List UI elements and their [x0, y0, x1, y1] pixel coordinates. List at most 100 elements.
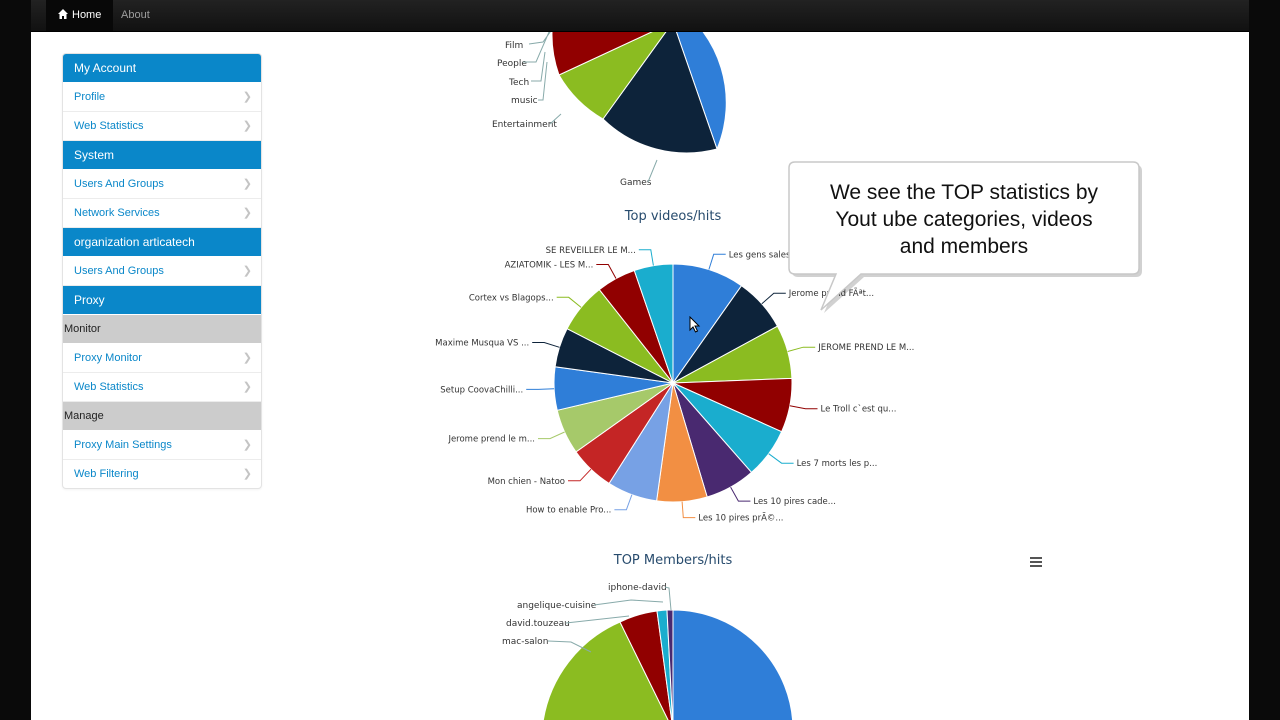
- sidebar-item-web-filtering[interactable]: Web Filtering ❯: [63, 460, 261, 488]
- pie-connector-line: [787, 346, 816, 352]
- sidebar-item-profile[interactable]: Profile ❯: [63, 83, 261, 112]
- chevron-right-icon: ❯: [242, 178, 252, 190]
- sidebar-item-label: Web Statistics: [74, 381, 144, 393]
- callout-line-3: and members: [899, 235, 1029, 258]
- pie-connector-line: [761, 292, 786, 305]
- sidebar-header-my-account: My Account: [63, 54, 261, 83]
- home-icon: [58, 9, 68, 19]
- top-videos-pie-chart: Les gens sales...Jerome prend FÃªt...JER…: [435, 246, 914, 524]
- pie-connector-line: [556, 296, 582, 308]
- chart-title-top-members: TOP Members/hits: [613, 553, 733, 568]
- pie-connector-line: [538, 431, 565, 440]
- pie-slice-members-big[interactable]: [672, 609, 794, 720]
- pie-slice-label: How to enable Pro...: [526, 506, 611, 516]
- sidebar-group-manage: Manage: [63, 402, 261, 431]
- mouse-cursor-icon: [689, 316, 701, 333]
- chart3-label-angelique-cuisine: angelique-cuisine: [517, 601, 597, 611]
- top-navbar: Home About: [31, 0, 1249, 32]
- pie-slice-label: Maxime Musqua VS ...: [435, 339, 529, 349]
- callout-line-1: We see the TOP statistics by: [829, 181, 1099, 204]
- chevron-right-icon: ❯: [242, 352, 252, 364]
- sidebar-item-web-statistics[interactable]: Web Statistics ❯: [63, 112, 261, 141]
- nav-home-link[interactable]: Home: [46, 0, 114, 31]
- pie-connector-line: [526, 388, 555, 390]
- pie-slice-label: Setup CoovaChilli...: [440, 385, 523, 395]
- sidebar-item-label: Profile: [74, 91, 106, 103]
- chart3-label-iphone-david: iphone-david: [608, 583, 667, 593]
- chart1-label-tech: Tech: [508, 78, 529, 88]
- chart1-label-film: Film: [505, 41, 523, 51]
- sidebar-item-proxy-main-settings[interactable]: Proxy Main Settings ❯: [63, 431, 261, 460]
- chevron-right-icon: ❯: [242, 91, 252, 103]
- pie-connector-line: [614, 494, 633, 511]
- pie-connector-line: [681, 501, 696, 519]
- sidebar-item-network-services[interactable]: Network Services ❯: [63, 199, 261, 228]
- pie-connector-line: [768, 453, 794, 464]
- chevron-right-icon: ❯: [242, 120, 252, 132]
- pie-slice[interactable]: [672, 263, 743, 385]
- pie-slice-label: JEROME PREND LE M...: [817, 343, 914, 353]
- callout-text: We see the TOP statistics by Yout ube ca…: [791, 179, 1137, 260]
- pie-slice[interactable]: [633, 263, 674, 384]
- callout-bubble: [788, 161, 1142, 313]
- chevron-right-icon: ❯: [242, 439, 252, 451]
- pie-connector-line: [730, 486, 751, 502]
- pie-slice-label: Le Troll c`est qu...: [821, 404, 897, 415]
- chart3-label-mac-salon: mac-salon: [502, 637, 548, 647]
- chart3-label-david-touzeau: david.touzeau: [506, 619, 570, 629]
- sidebar-header-system: System: [63, 141, 261, 170]
- chart1-label-entertainment: Entertainment: [492, 120, 557, 130]
- pie-connector-line: [568, 468, 592, 482]
- pie-slice-music[interactable]: [551, 32, 673, 76]
- sidebar-item-label: Users And Groups: [74, 265, 164, 277]
- charts-area: Film People Tech music Entertainment Gam…: [435, 32, 1142, 720]
- pie-connector-line: [532, 342, 560, 348]
- sidebar-item-label: Network Services: [74, 207, 160, 219]
- chart1-label-games: Games: [620, 178, 652, 188]
- callout-line-2: Yout ube categories, videos: [835, 208, 1093, 231]
- categories-pie-chart: Film People Tech music Entertainment Gam…: [492, 32, 727, 188]
- chart1-label-people: People: [497, 59, 527, 69]
- sidebar-item-label: Proxy Main Settings: [74, 439, 172, 451]
- chart3-connector-lines: [547, 586, 672, 653]
- top-members-pie-chart: iphone-david angelique-cuisine david.tou…: [502, 583, 794, 720]
- sidebar-item-label: Proxy Monitor: [74, 352, 142, 364]
- pie-slice-mac-salon[interactable]: [542, 621, 673, 720]
- pie-slice-label: Les 7 morts les p...: [797, 459, 878, 469]
- pie-connector-line: [789, 405, 818, 410]
- sidebar-item-label: Web Statistics: [74, 120, 144, 132]
- chart1-label-music: music: [511, 96, 538, 106]
- pie-slice-label: Les gens sales...: [729, 250, 799, 260]
- main-page: My Account Profile ❯ Web Statistics ❯ Syst…: [31, 32, 1249, 720]
- chevron-right-icon: ❯: [242, 468, 252, 480]
- chevron-right-icon: ❯: [242, 265, 252, 277]
- chart1-connector-lines: [523, 32, 658, 183]
- pie-slice-label: Jerome prend le m...: [447, 435, 535, 445]
- sidebar-item-proxy-web-statistics[interactable]: Web Statistics ❯: [63, 373, 261, 402]
- pie-slice-label: Mon chien - Natoo: [488, 477, 565, 487]
- sidebar-item-proxy-monitor[interactable]: Proxy Monitor ❯: [63, 344, 261, 373]
- pie-slice-blue[interactable]: [673, 32, 727, 151]
- pie-slice-label: Cortex vs Blagops...: [469, 293, 554, 303]
- nav-about-link[interactable]: About: [121, 9, 150, 21]
- chart-title-top-videos: Top videos/hits: [624, 209, 722, 224]
- sidebar-menu: My Account Profile ❯ Web Statistics ❯ Syst…: [62, 53, 262, 489]
- pie-slice-games[interactable]: [602, 32, 718, 154]
- nav-home-label: Home: [72, 9, 102, 21]
- sidebar-item-label: Web Filtering: [74, 468, 139, 480]
- sidebar-item-label: Users And Groups: [74, 178, 164, 190]
- sidebar-header-organization: organization articatech: [63, 228, 261, 257]
- pie-slice-label: Les 10 pires cade...: [753, 497, 836, 507]
- pie-connector-line: [638, 249, 654, 266]
- chevron-right-icon: ❯: [242, 381, 252, 393]
- sidebar-item-org-users-and-groups[interactable]: Users And Groups ❯: [63, 257, 261, 286]
- hamburger-menu-icon[interactable]: [1029, 556, 1043, 568]
- pie-slice-iphone-david[interactable]: [666, 609, 674, 720]
- pie-slice-label: SE REVEILLER LE M...: [546, 246, 636, 256]
- pie-slice-label: Les 10 pires prÃ©...: [698, 513, 783, 524]
- chevron-right-icon: ❯: [242, 207, 252, 219]
- sidebar-item-users-and-groups[interactable]: Users And Groups ❯: [63, 170, 261, 199]
- pie-slice-label: AZIATOMIK - LES M...: [505, 261, 594, 271]
- sidebar-header-proxy: Proxy: [63, 286, 261, 315]
- sidebar-group-monitor: Monitor: [63, 315, 261, 344]
